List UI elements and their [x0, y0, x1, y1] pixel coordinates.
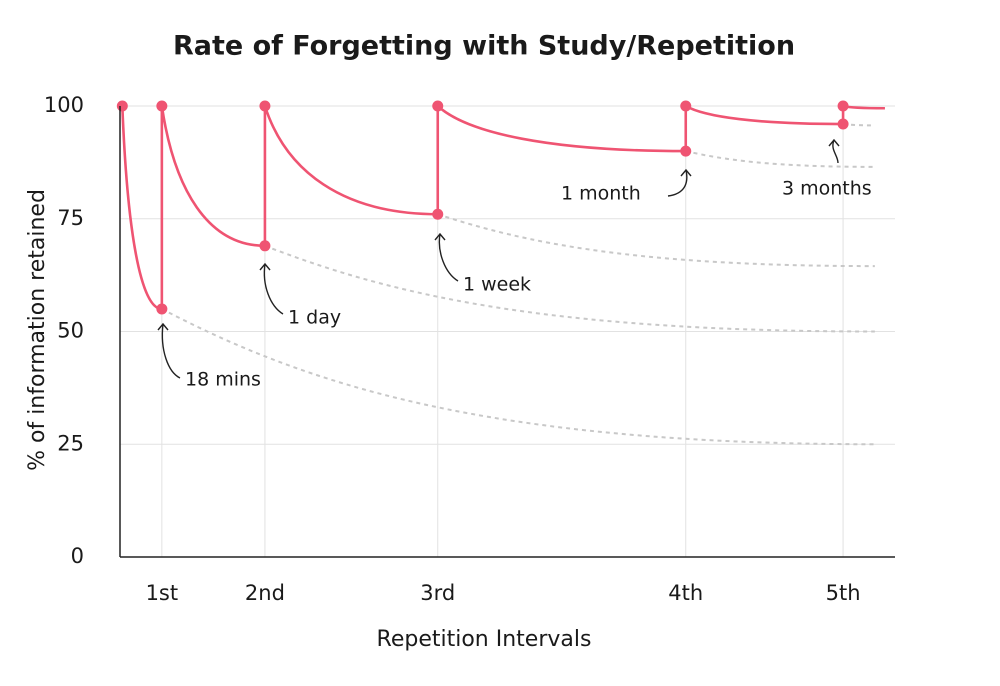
- point: [837, 118, 849, 130]
- point: [259, 240, 271, 252]
- y-tick-label: 25: [57, 431, 84, 455]
- forgetting-curve: [161, 308, 875, 446]
- point: [116, 100, 128, 112]
- x-tick-label: 1st: [146, 581, 179, 605]
- point: [837, 100, 849, 112]
- y-tick-label: 50: [57, 319, 84, 343]
- forgetting-curve: [437, 213, 875, 268]
- grid: [120, 105, 895, 557]
- arrow-head: [259, 262, 271, 271]
- point: [432, 100, 444, 112]
- forgetting-curve: [264, 244, 875, 333]
- y-tick-label: 75: [57, 206, 84, 230]
- annotation-arrow: [438, 233, 459, 282]
- y-axis-label: % of information retained: [25, 189, 50, 471]
- arrow-head: [434, 232, 446, 241]
- point: [680, 145, 692, 157]
- annotation-arrow: [832, 139, 839, 164]
- plot: 18 mins 1 day 1 week 1 month 3 months: [116, 100, 885, 446]
- arrow-head: [828, 138, 840, 147]
- point: [156, 100, 168, 112]
- arrow-head: [157, 322, 169, 331]
- forgetting-curve: [685, 150, 875, 168]
- x-tick-label: 5th: [826, 581, 861, 605]
- annotation: 1 month: [561, 183, 641, 205]
- annotation: 1 week: [463, 274, 531, 296]
- annotation: 18 mins: [185, 369, 261, 391]
- point: [259, 100, 271, 112]
- x-axis-label: Repetition Intervals: [377, 627, 592, 652]
- x-tick-label: 2nd: [245, 581, 285, 605]
- y-tick-label: 100: [44, 93, 84, 117]
- point: [680, 100, 692, 112]
- annotation-arrow: [667, 169, 688, 197]
- annotation: 3 months: [782, 178, 872, 200]
- arrow-head: [680, 168, 692, 177]
- y-tick-label: 0: [71, 544, 84, 568]
- x-tick-label: 3rd: [420, 581, 455, 605]
- annotation: 1 day: [288, 307, 341, 329]
- annotation-arrow: [161, 323, 181, 379]
- x-tick-label: 4th: [668, 581, 703, 605]
- annotation-arrow: [263, 263, 284, 315]
- point: [432, 208, 444, 220]
- point: [156, 303, 168, 315]
- chart-title: Rate of Forgetting with Study/Repetition: [173, 31, 795, 62]
